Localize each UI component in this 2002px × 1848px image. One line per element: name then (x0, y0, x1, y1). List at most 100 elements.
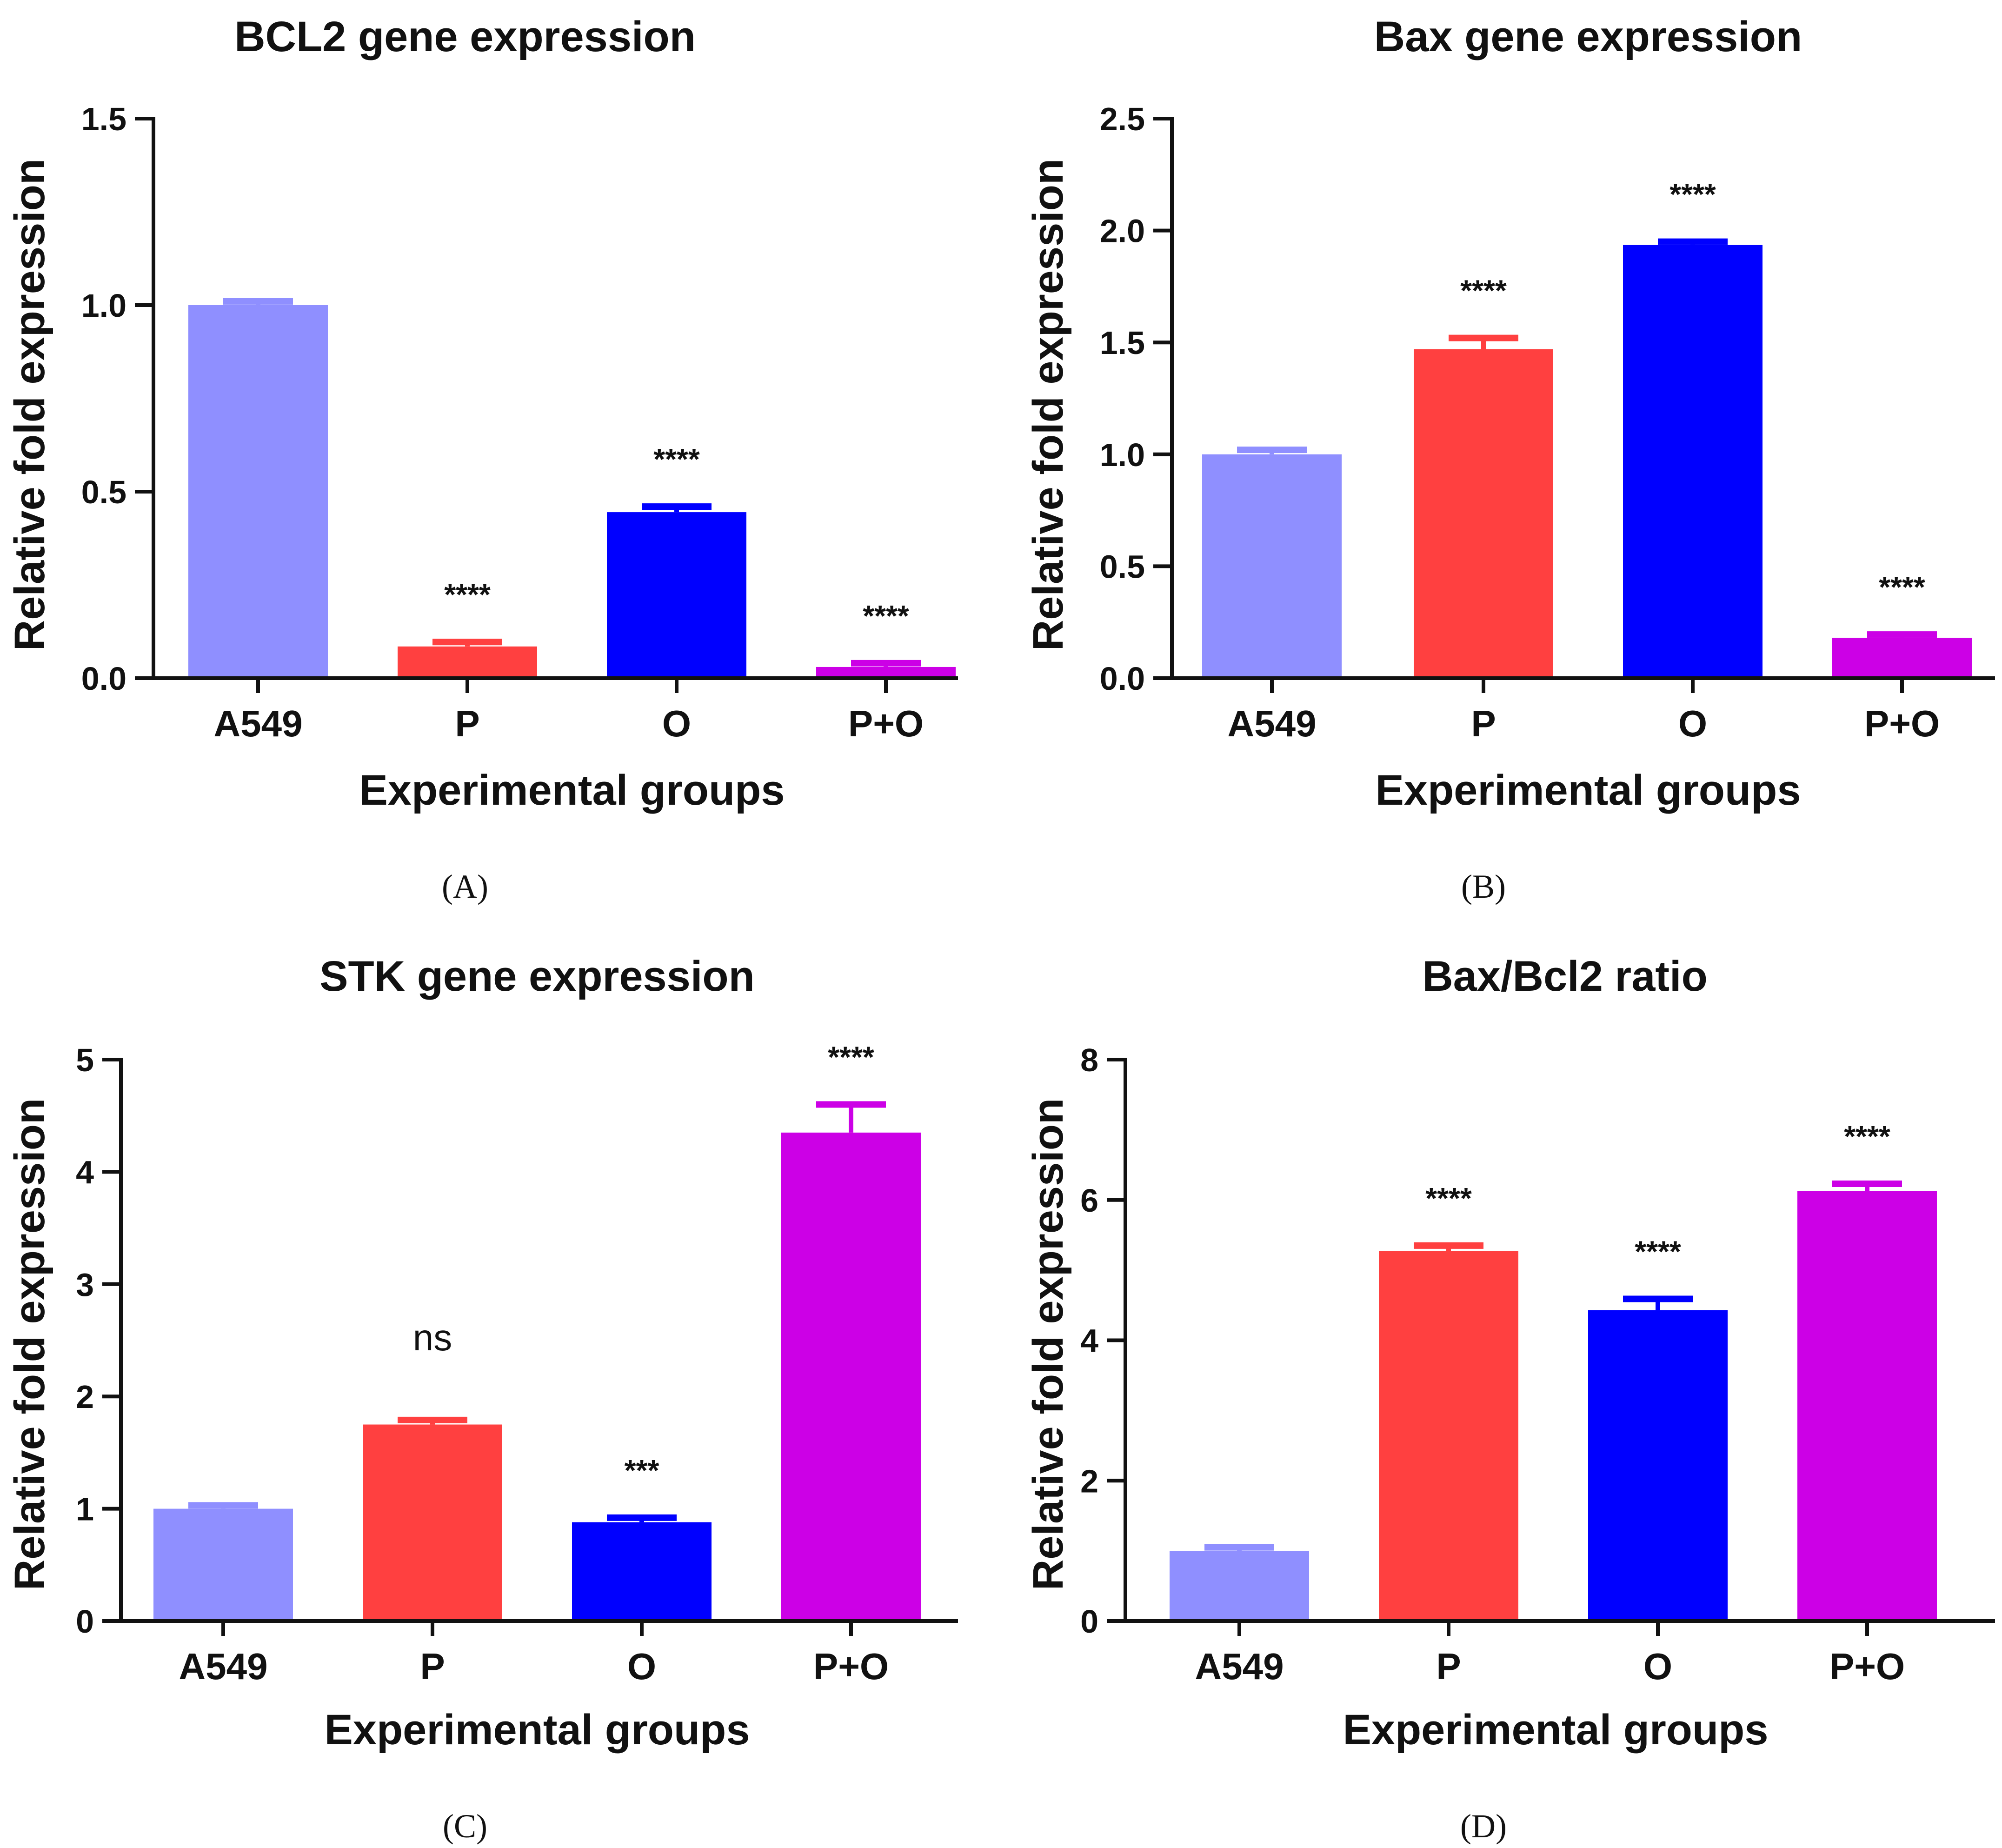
y-tick-label: 3 (76, 1267, 94, 1303)
significance-label: **** (1669, 178, 1716, 211)
x-tick-label: P (1471, 703, 1496, 744)
error-bar (1414, 1242, 1483, 1251)
bar-o (1623, 245, 1763, 678)
panel-label: (D) (1460, 1808, 1507, 1845)
y-tick-label: 5 (76, 1042, 94, 1078)
chart-panel-c: STK gene expression Relative fold expres… (6, 953, 958, 1845)
significance-label: *** (625, 1454, 659, 1487)
y-axis-label: Relative fold expression (6, 1098, 53, 1590)
significance-label: **** (863, 599, 909, 633)
error-bar (816, 1101, 886, 1133)
chart-title: STK gene expression (319, 953, 755, 1000)
y-tick-label: 2 (76, 1379, 94, 1415)
bar-a549 (1170, 1551, 1309, 1621)
y-tick-label: 1 (76, 1491, 94, 1528)
x-tick-label: A549 (1195, 1646, 1284, 1687)
bar-o (572, 1522, 712, 1621)
y-tick-label: 1.0 (1100, 437, 1145, 473)
error-bar (398, 1416, 467, 1425)
chart-panel-a: BCL2 gene expression Relative fold expre… (6, 13, 958, 905)
y-tick-label: 1.5 (81, 101, 126, 137)
error-bar (642, 503, 712, 513)
x-axis-label: Experimental groups (324, 1706, 750, 1754)
x-tick-label: O (1678, 703, 1707, 744)
error-bar (1449, 334, 1518, 349)
bar-ppluso (1797, 1191, 1937, 1621)
significance-label: **** (653, 442, 700, 476)
x-tick-label: O (662, 703, 691, 744)
y-tick-label: 6 (1080, 1182, 1098, 1219)
bar-ppluso (816, 667, 956, 678)
significance-label: **** (828, 1041, 874, 1074)
x-tick-label: A549 (1227, 703, 1316, 744)
bar-p (398, 646, 537, 678)
y-tick-label: 0.5 (1100, 548, 1145, 585)
bar-a549 (188, 305, 328, 678)
significance-label: ns (413, 1317, 452, 1358)
significance-label: **** (1844, 1120, 1890, 1153)
x-tick-label: A549 (213, 703, 302, 744)
x-tick-label: P+O (813, 1646, 889, 1687)
bar-p (363, 1424, 502, 1621)
chart-title: Bax gene expression (1374, 13, 1802, 60)
error-bar (432, 639, 502, 647)
bar-ppluso (781, 1132, 921, 1621)
error-bar (1237, 447, 1307, 454)
y-tick-label: 2.0 (1100, 213, 1145, 249)
x-tick-label: P+O (1829, 1646, 1905, 1687)
x-axis-label: Experimental groups (359, 767, 785, 814)
y-tick-label: 0 (1080, 1603, 1098, 1640)
y-axis-label: Relative fold expression (1024, 159, 1072, 651)
y-axis-label: Relative fold expression (1024, 1098, 1072, 1590)
error-bar (1204, 1544, 1274, 1551)
y-tick-label: 0.5 (81, 474, 126, 510)
x-tick-label: O (1643, 1646, 1672, 1687)
panel-label: (C) (443, 1808, 487, 1845)
panel-label: (B) (1461, 868, 1506, 905)
bar-p (1379, 1251, 1518, 1621)
error-bar (1867, 631, 1937, 638)
error-bar (1623, 1295, 1693, 1310)
error-bar (223, 298, 293, 305)
x-tick-label: P+O (848, 703, 924, 744)
bar-o (1588, 1310, 1728, 1621)
y-tick-label: 4 (1080, 1323, 1098, 1359)
error-bar (607, 1514, 677, 1522)
error-bar (188, 1502, 258, 1509)
x-tick-label: A549 (179, 1646, 267, 1687)
x-axis-label: Experimental groups (1375, 767, 1801, 814)
panel-label: (A) (442, 868, 488, 905)
bar-o (607, 512, 746, 678)
y-tick-label: 1.5 (1100, 325, 1145, 361)
y-tick-label: 0.0 (81, 660, 126, 697)
y-tick-label: 1.0 (81, 287, 126, 324)
chart-title: BCL2 gene expression (234, 13, 696, 60)
x-tick-label: P (455, 703, 479, 744)
chart-title: Bax/Bcl2 ratio (1422, 953, 1708, 1000)
significance-label: **** (1425, 1181, 1472, 1215)
x-tick-label: P (1436, 1646, 1461, 1687)
significance-label: **** (1879, 570, 1925, 604)
x-tick-label: P (420, 1646, 445, 1687)
x-tick-label: O (627, 1646, 656, 1687)
error-bar (1658, 238, 1728, 245)
y-tick-label: 8 (1080, 1042, 1098, 1078)
error-bar (851, 660, 921, 667)
x-tick-label: P+O (1864, 703, 1940, 744)
y-tick-label: 0.0 (1100, 660, 1145, 697)
bar-a549 (153, 1508, 293, 1621)
y-tick-label: 0 (76, 1603, 94, 1640)
bar-p (1414, 349, 1553, 678)
significance-label: **** (1635, 1234, 1681, 1268)
chart-panel-b: Bax gene expression Relative fold expres… (1024, 13, 1995, 905)
chart-panel-d: Bax/Bcl2 ratio Relative fold expression … (1024, 953, 1995, 1845)
y-tick-label: 4 (76, 1154, 94, 1190)
y-tick-label: 2 (1080, 1463, 1098, 1499)
bar-ppluso (1832, 638, 1972, 678)
bar-a549 (1202, 454, 1342, 678)
error-bar (1832, 1181, 1902, 1191)
significance-label: **** (1460, 274, 1507, 307)
y-tick-label: 2.5 (1100, 101, 1145, 137)
x-axis-label: Experimental groups (1343, 1706, 1768, 1754)
